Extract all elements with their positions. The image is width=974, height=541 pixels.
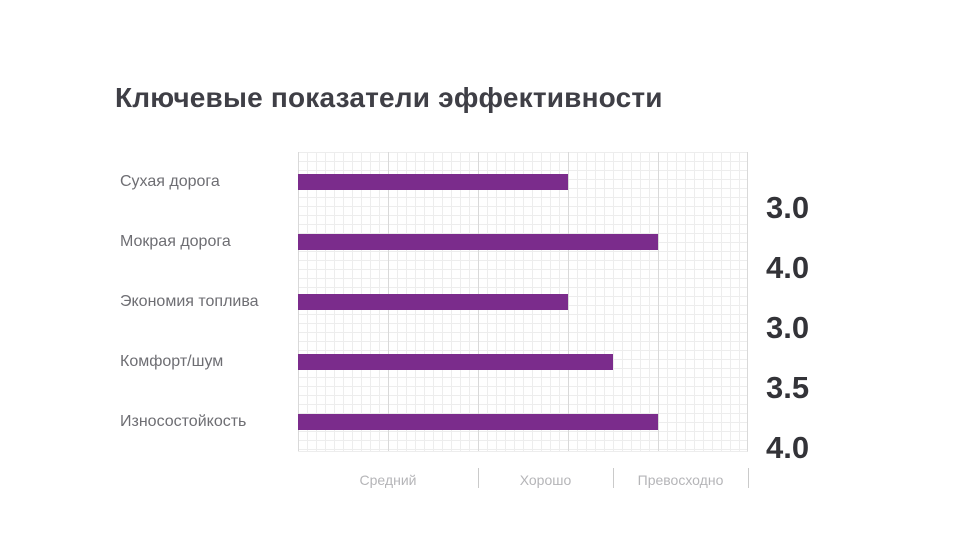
x-axis-zone-label: Средний — [359, 472, 417, 488]
category-label: Комфорт/шум — [120, 353, 224, 370]
bar — [298, 294, 568, 310]
chart-title: Ключевые показатели эффективности — [115, 82, 663, 113]
bar — [298, 174, 568, 190]
x-axis-tick — [748, 468, 749, 488]
value-label: 3.0 — [766, 190, 810, 225]
value-label: 4.0 — [766, 250, 810, 285]
category-label: Экономия топлива — [120, 293, 259, 310]
category-label: Износостойкость — [120, 413, 247, 430]
plot-area — [298, 152, 748, 452]
bar — [298, 414, 658, 430]
x-axis-tick — [478, 468, 479, 488]
value-label: 4.0 — [766, 430, 810, 465]
category-label: Сухая дорога — [120, 173, 220, 190]
x-axis-zone-label: Превосходно — [637, 472, 724, 488]
category-label: Мокрая дорога — [120, 233, 231, 250]
x-axis-tick — [613, 468, 614, 488]
x-axis-zone-label: Хорошо — [519, 472, 572, 488]
bar — [298, 234, 658, 250]
value-label: 3.0 — [766, 310, 810, 345]
value-label: 3.5 — [766, 370, 810, 405]
bar — [298, 354, 613, 370]
